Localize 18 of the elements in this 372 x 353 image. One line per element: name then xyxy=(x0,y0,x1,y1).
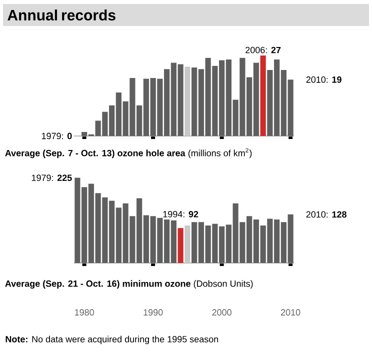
x-tick-label: 2000 xyxy=(212,309,232,316)
x-axis-title: Average (Sep. 7 - Oct. 13) ozone hole area (millions of km$^{2}$) xyxy=(5,148,252,158)
bar xyxy=(260,55,266,136)
annotation: 2006: 27 xyxy=(246,46,281,54)
annotation: 1994: 92 xyxy=(163,210,198,218)
annotation: 1979: 225 xyxy=(32,174,72,181)
annotation: 1979: 0 xyxy=(42,132,72,140)
bar xyxy=(178,228,184,263)
annotation: 2010: 19 xyxy=(306,76,342,83)
x-tick-label: 1990 xyxy=(144,309,163,316)
bar xyxy=(184,66,190,136)
x-tick-label: 2010 xyxy=(281,309,300,316)
text: Note: No data were acquired during the 1995 season xyxy=(6,336,218,344)
x-tick-label: 1980 xyxy=(74,309,94,316)
chart-title: Annual records xyxy=(8,9,116,20)
annotation: 2010: 128 xyxy=(306,211,346,218)
x-axis-title: Average (Sep. 21 - Oct. 16) minimum ozone (Dobson Units) xyxy=(5,280,253,289)
bar xyxy=(184,226,190,263)
